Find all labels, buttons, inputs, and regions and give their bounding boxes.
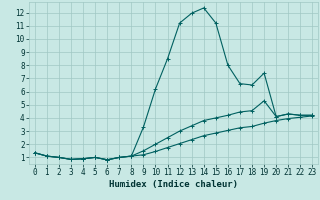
X-axis label: Humidex (Indice chaleur): Humidex (Indice chaleur) bbox=[109, 180, 238, 189]
